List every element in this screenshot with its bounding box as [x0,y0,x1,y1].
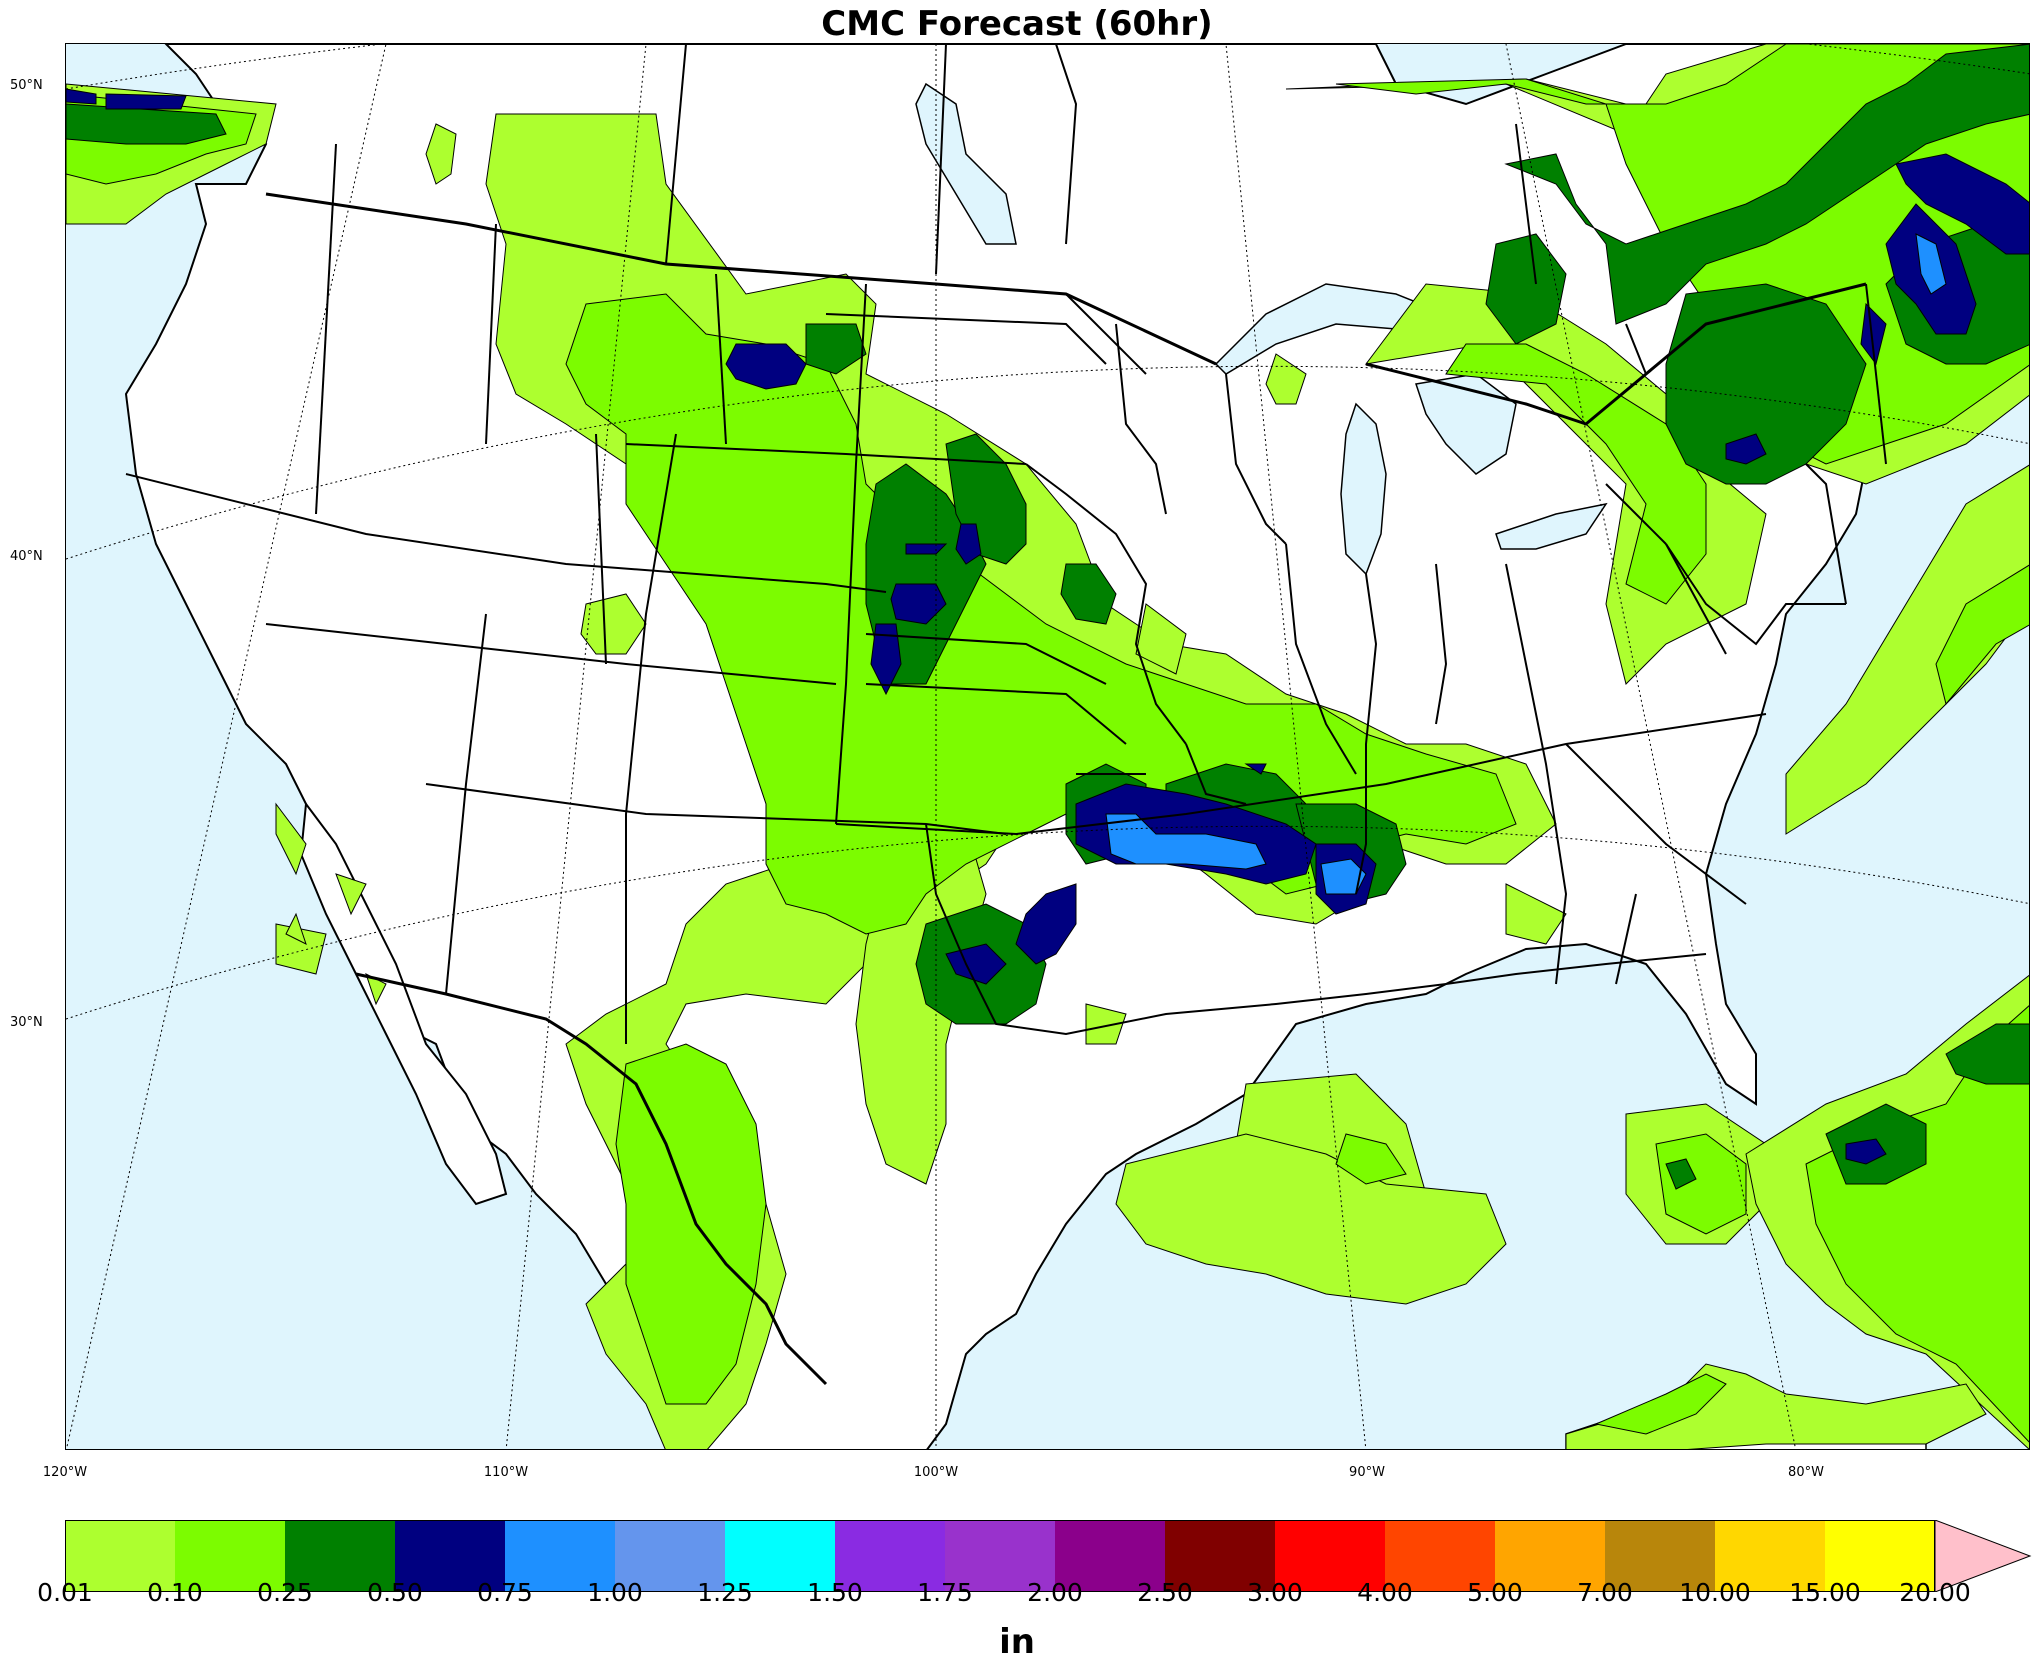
colorbar-tick-label: 2.50 [1137,1578,1193,1607]
lake-winnipeg [915,82,1017,245]
precip-layer-0.25 [66,44,2029,1190]
lake-erie [1495,502,1608,550]
lake-huron [1415,373,1517,475]
colorbar-tick-label: 3.00 [1247,1578,1303,1607]
colorbar-tick-label: 1.50 [807,1578,863,1607]
colorbar-swatch [1055,1520,1165,1592]
colorbar-tick-label: 0.25 [257,1578,313,1607]
lat-label-30n: 30°N [10,1015,43,1030]
colorbar-tick-label: 15.00 [1789,1578,1861,1607]
colorbar-swatch [1275,1520,1385,1592]
lon-label-80w: 80°W [1788,1465,1824,1480]
colorbar-tick-label: 0.01 [37,1578,93,1607]
map-title: CMC Forecast (60hr) [821,4,1213,44]
colorbar-units: in [999,1622,1035,1662]
colorbar-swatch [1715,1520,1825,1592]
colorbar-tick-label: 20.00 [1899,1578,1971,1607]
colorbar-tick-label: 0.50 [367,1578,423,1607]
colorbar-swatch [395,1520,505,1592]
lat-label-50n: 50°N [10,78,43,93]
lat-label-40n: 40°N [10,549,43,564]
colorbar-swatch [65,1520,175,1592]
colorbar-tick-label: 4.00 [1357,1578,1413,1607]
colorbar-swatch [615,1520,725,1592]
colorbar-swatch [285,1520,395,1592]
colorbar-tick-label: 10.00 [1679,1578,1751,1607]
colorbar-swatch [945,1520,1055,1592]
colorbar-swatch [1165,1520,1275,1592]
colorbar-swatch [1825,1520,1935,1592]
graticule [66,44,2029,1449]
colorbar-swatch [1385,1520,1495,1592]
colorbar-swatch [725,1520,835,1592]
colorbar-swatch [505,1520,615,1592]
colorbar-tick-label: 1.25 [697,1578,753,1607]
precip-layer-0.75 [1105,233,1947,895]
political-borders [125,44,1887,1386]
precipitation-map [65,43,2030,1450]
colorbar [65,1520,2032,1592]
lon-label-120w: 120°W [42,1465,88,1480]
colorbar-tick-label: 2.00 [1027,1578,1083,1607]
colorbar-swatch [835,1520,945,1592]
colorbar-tick-label: 5.00 [1467,1578,1523,1607]
colorbar-tick-label: 7.00 [1577,1578,1633,1607]
colorbar-tick-label: 0.10 [147,1578,203,1607]
lon-label-90w: 90°W [1349,1465,1385,1480]
lon-label-110w: 110°W [483,1465,529,1480]
colorbar-swatch [175,1520,285,1592]
lon-label-100w: 100°W [913,1465,959,1480]
colorbar-swatch [1605,1520,1715,1592]
colorbar-tick-label: 1.75 [917,1578,973,1607]
colorbar-tick-label: 0.75 [477,1578,533,1607]
colorbar-tick-label: 1.00 [587,1578,643,1607]
colorbar-swatch [1495,1520,1605,1592]
